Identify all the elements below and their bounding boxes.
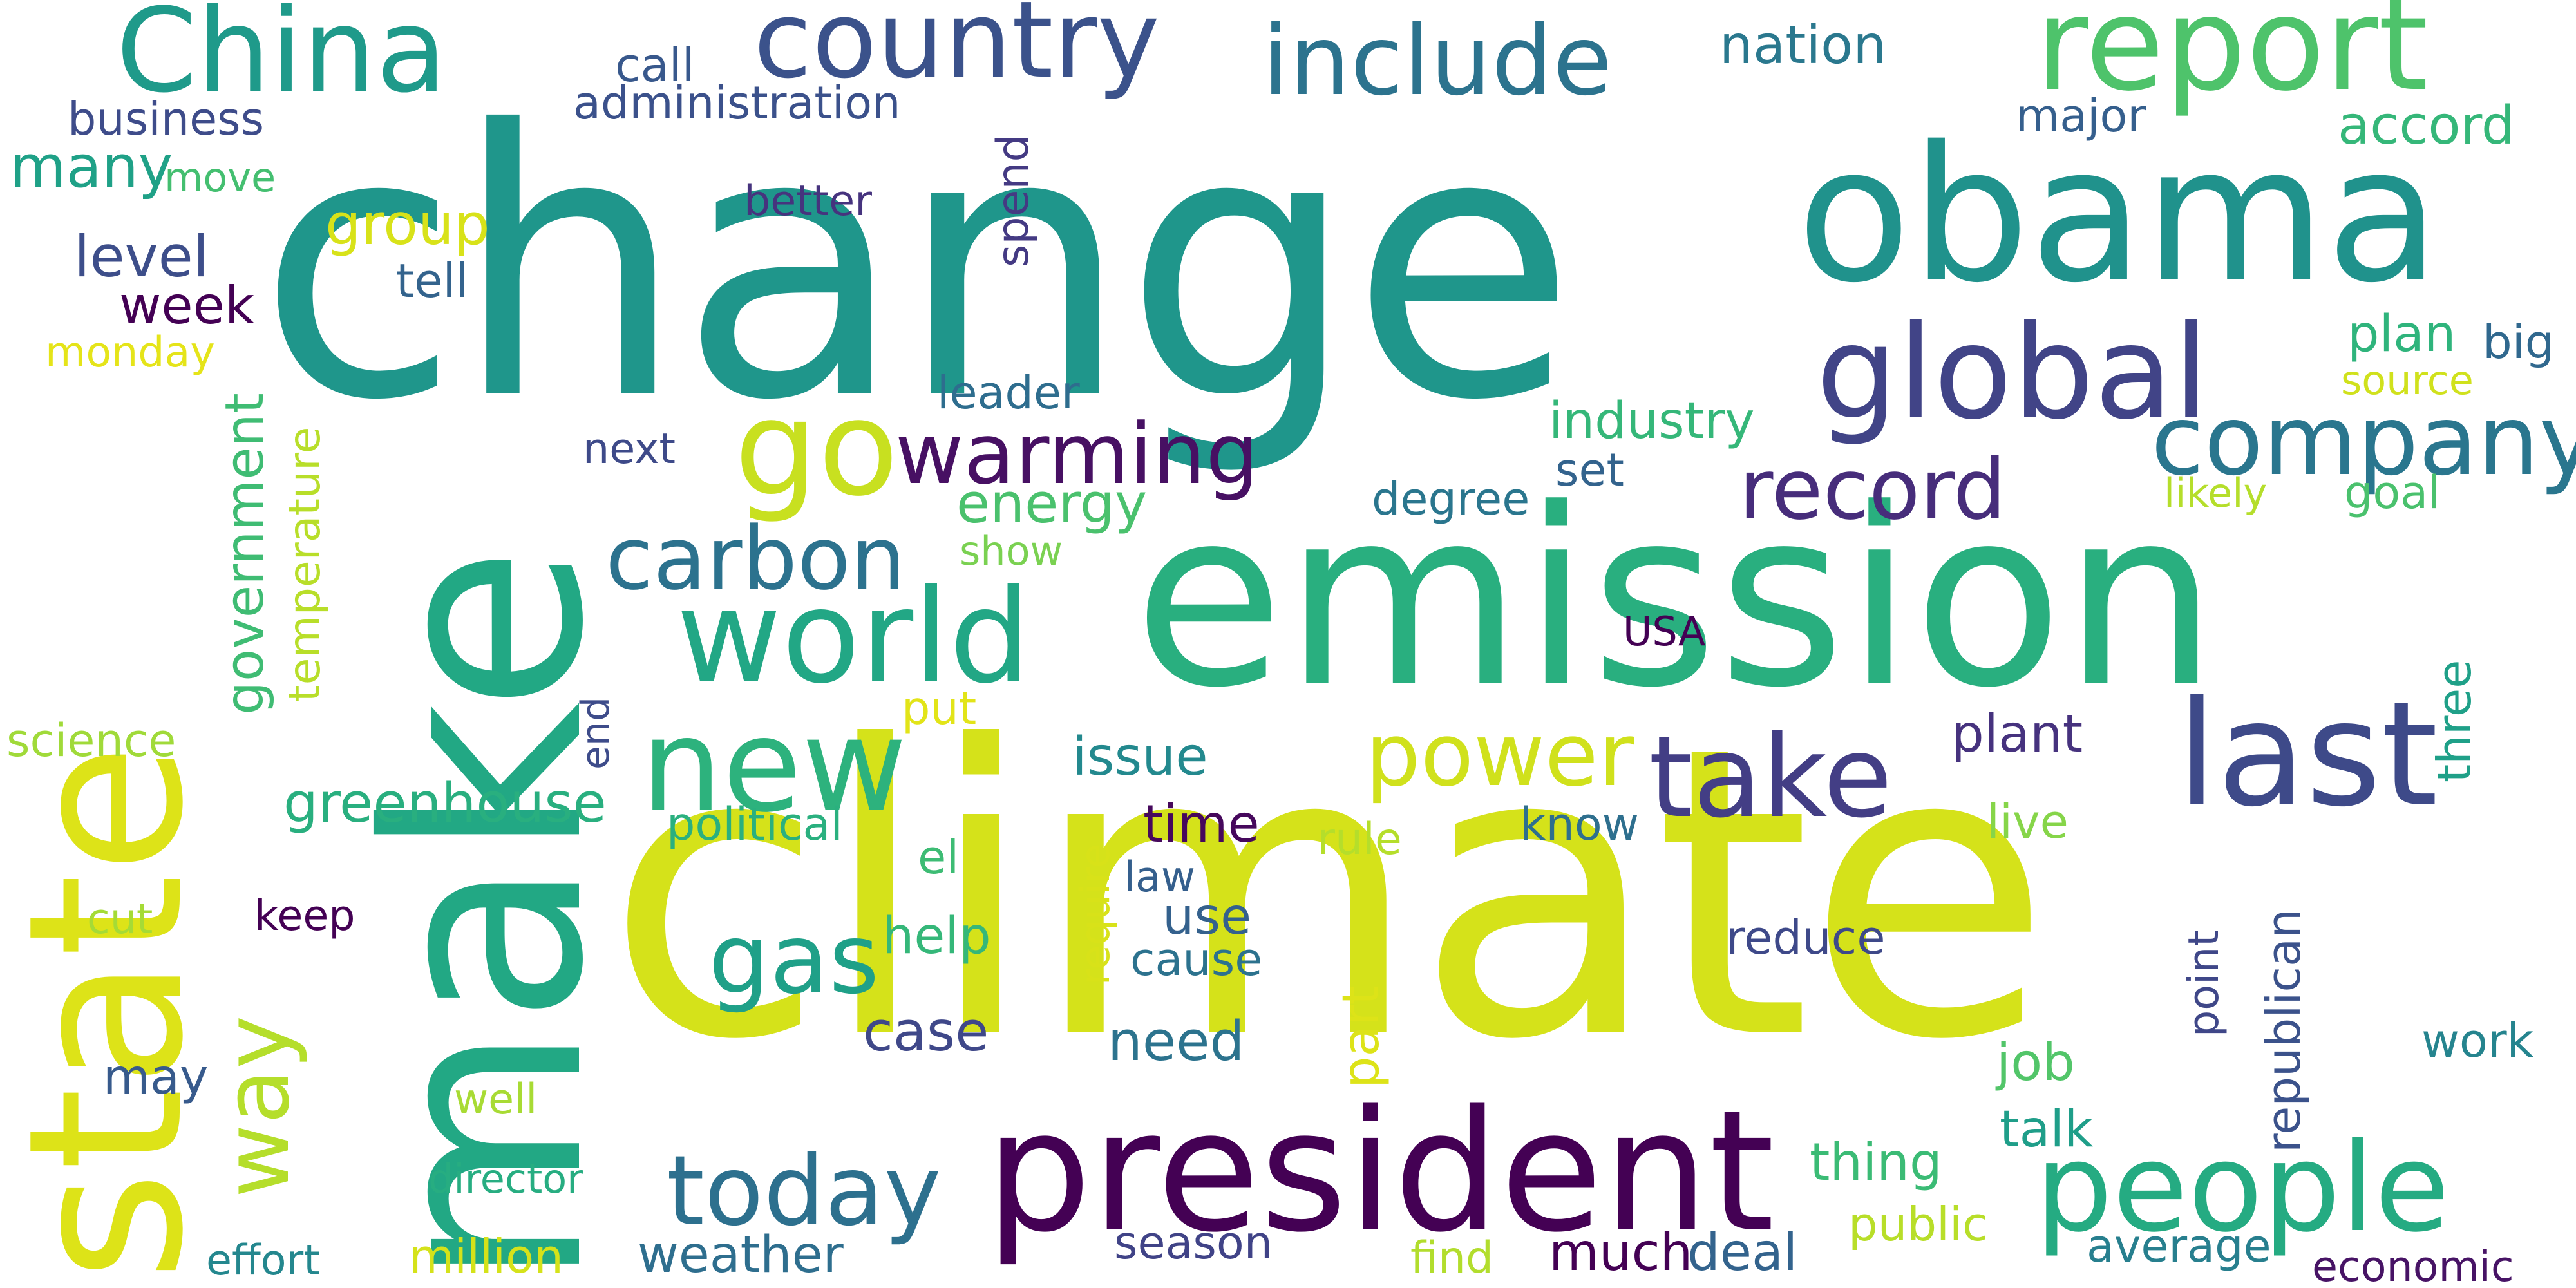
word-leader: leader [937, 366, 1080, 419]
word-goal: goal [2344, 466, 2441, 519]
word-use: use [1162, 888, 1252, 946]
word-industry: industry [1549, 392, 1755, 450]
word-source: source [2341, 357, 2474, 404]
word-part: part [1332, 985, 1390, 1088]
word-major: major [2016, 90, 2146, 142]
word-need: need [1108, 1010, 1245, 1074]
word-million: million [409, 1229, 564, 1283]
word-cut: cut [87, 895, 153, 943]
word-nation: nation [1719, 15, 1887, 76]
word-average: average [2087, 1220, 2271, 1273]
word-change: change [258, 53, 1577, 480]
word-talk: talk [2000, 1101, 2094, 1159]
word-warming: warming [895, 405, 1259, 503]
word-president: president [985, 1075, 1775, 1269]
word-help: help [882, 907, 991, 965]
word-put: put [902, 682, 977, 735]
word-point: point [2180, 930, 2228, 1037]
word-many: many [10, 133, 173, 201]
word-effort: effort [206, 1236, 320, 1285]
word-season: season [1114, 1217, 1273, 1269]
word-administration: administration [573, 77, 901, 129]
word-go: go [734, 372, 899, 526]
word-issue: issue [1072, 726, 1208, 788]
word-usa: USA [1623, 608, 1706, 655]
word-better: better [744, 177, 872, 225]
word-people: people [2035, 1117, 2450, 1259]
word-set: set [1555, 444, 1624, 497]
word-job: job [1996, 1032, 2075, 1092]
word-greenhouse: greenhouse [283, 772, 607, 835]
word-new: new [641, 691, 907, 841]
word-spend: spend [988, 134, 1039, 267]
word-include: include [1262, 5, 1613, 117]
word-state: state [0, 743, 230, 1282]
word-political: political [667, 798, 843, 851]
word-republican: republican [2257, 909, 2311, 1153]
word-week: week [119, 276, 255, 336]
word-live: live [1987, 795, 2069, 849]
word-plan: plan [2347, 305, 2456, 363]
word-much: much [1549, 1222, 1693, 1282]
word-economic: economic [2312, 1243, 2514, 1288]
word-government: government [214, 393, 276, 715]
word-director: director [428, 1155, 583, 1202]
word-next: next [583, 425, 676, 473]
word-science: science [6, 714, 176, 767]
word-tell: tell [396, 254, 469, 308]
word-china: China [116, 0, 448, 118]
word-energy: energy [956, 472, 1148, 536]
word-world: world [676, 562, 1031, 712]
word-way: way [205, 1015, 310, 1198]
word-move: move [164, 154, 276, 201]
word-cause: cause [1130, 933, 1263, 986]
word-company: company [2151, 385, 2576, 497]
word-know: know [1520, 798, 1639, 851]
word-rule: rule [1317, 814, 1402, 865]
word-deal: deal [1687, 1222, 1798, 1282]
word-law: law [1124, 853, 1196, 902]
word-time: time [1143, 794, 1260, 854]
word-may: may [103, 1048, 209, 1105]
word-thing: thing [1810, 1132, 1942, 1192]
word-public: public [1848, 1197, 1988, 1251]
word-el: el [918, 830, 960, 884]
word-gas: gas [708, 904, 880, 1016]
word-keep: keep [254, 892, 355, 940]
word-power: power [1365, 705, 1634, 806]
word-climate: climate [605, 663, 2052, 1127]
word-degree: degree [1372, 473, 1530, 526]
word-level: level [74, 223, 209, 290]
word-plant: plant [1951, 704, 2083, 764]
word-work: work [2421, 1014, 2534, 1068]
word-monday: monday [45, 328, 215, 377]
word-take: take [1649, 712, 1893, 843]
word-three: three [2427, 659, 2481, 782]
word-record: record [1739, 440, 2007, 538]
word-likely: likely [2164, 469, 2268, 516]
word-end: end [573, 696, 618, 770]
word-group: group [325, 191, 490, 258]
word-case: case [863, 1000, 989, 1064]
word-report: report [2035, 0, 2429, 120]
word-reduce: reduce [1726, 911, 1886, 965]
word-country: country [753, 0, 1160, 102]
word-business: business [68, 93, 265, 146]
word-accord: accord [2338, 95, 2515, 156]
word-show: show [960, 527, 1063, 574]
word-emission: emission [1133, 456, 2219, 741]
word-carbon: carbon [605, 508, 906, 609]
word-find: find [1410, 1233, 1494, 1283]
word-well: well [454, 1075, 538, 1124]
word-today: today [667, 1135, 942, 1247]
word-weather: weather [638, 1226, 844, 1284]
word-require: require [1072, 843, 1119, 985]
word-big: big [2483, 315, 2555, 369]
word-call: call [615, 38, 695, 92]
word-obama: obama [1797, 107, 2441, 324]
word-global: global [1816, 298, 2209, 448]
word-temperature: temperature [279, 426, 330, 702]
word-last: last [2177, 670, 2438, 839]
